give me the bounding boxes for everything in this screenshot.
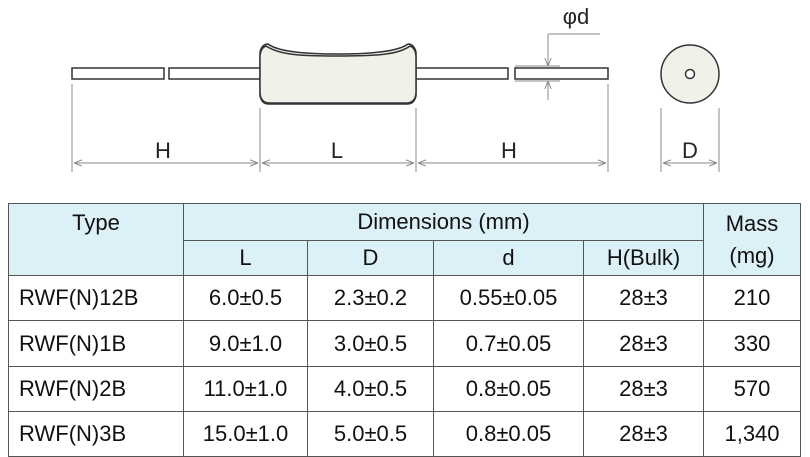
table-cell: 3.0±0.5 <box>307 320 434 367</box>
table-cell: 0.55±0.05 <box>433 275 584 321</box>
table-cell: 5.0±0.5 <box>307 411 434 457</box>
header-text: (mg) <box>729 242 775 268</box>
table-cell: 210 <box>703 275 801 321</box>
table-cell: 0.7±0.05 <box>433 320 584 367</box>
table-cell: 28±3 <box>583 366 704 412</box>
table-body: RWF(N)12B 6.0±0.5 2.3±0.2 0.55±0.05 28±3 210 R… <box>8 275 801 457</box>
end-view-lead <box>684 68 696 80</box>
table-cell: 330 <box>703 320 801 367</box>
header-cell: H(Bulk) <box>583 240 704 276</box>
dimension-lines <box>71 33 720 172</box>
header-cell: D <box>307 240 434 276</box>
table-row: RWF(N)3B 15.0±1.0 5.0±0.5 0.8±0.05 28±3 1,340 <box>8 411 801 457</box>
l-label: L <box>331 138 343 163</box>
table-cell: RWF(N)1B <box>8 320 184 367</box>
leads <box>71 67 609 80</box>
table-cell: RWF(N)12B <box>8 275 184 321</box>
table-row: RWF(N)1B 9.0±1.0 3.0±0.5 0.7±0.05 28±3 330 <box>8 320 801 367</box>
header-cell: Dimensions (mm) <box>183 203 704 241</box>
h-label: H <box>501 138 517 163</box>
table-cell: 570 <box>703 366 801 412</box>
table-row: RWF(N)12B 6.0±0.5 2.3±0.2 0.55±0.05 28±3 210 <box>8 275 801 321</box>
table-cell: 6.0±0.5 <box>183 275 308 321</box>
table-row: RWF(N)2B 11.0±1.0 4.0±0.5 0.8±0.05 28±3 570 <box>8 366 801 412</box>
h-label: H <box>155 138 171 163</box>
header-cell: d <box>433 240 584 276</box>
table-cell: 1,340 <box>703 411 801 457</box>
table-cell: 9.0±1.0 <box>183 320 308 367</box>
table-cell: 4.0±0.5 <box>307 366 434 412</box>
resistor-drawing: φd H L H D <box>71 4 720 172</box>
table-cell: 2.3±0.2 <box>307 275 434 321</box>
table-cell: 0.8±0.05 <box>433 366 584 412</box>
table-cell: 28±3 <box>583 411 704 457</box>
table-cell: 15.0±1.0 <box>183 411 308 457</box>
d-label: D <box>682 138 698 163</box>
header-cell: Type <box>8 203 184 276</box>
header-cell: L <box>183 240 308 276</box>
resistor-body-outline <box>259 45 417 104</box>
table-cell: 28±3 <box>583 320 704 367</box>
table-cell: RWF(N)3B <box>8 411 184 457</box>
header-cell: Mass (mg) <box>703 203 801 276</box>
table-cell: 28±3 <box>583 275 704 321</box>
table-cell: 0.8±0.05 <box>433 411 584 457</box>
header-text: Mass <box>725 210 779 236</box>
table-cell: 11.0±1.0 <box>183 366 308 412</box>
phi-d-label: φd <box>563 4 590 29</box>
table-cell: RWF(N)2B <box>8 366 184 412</box>
